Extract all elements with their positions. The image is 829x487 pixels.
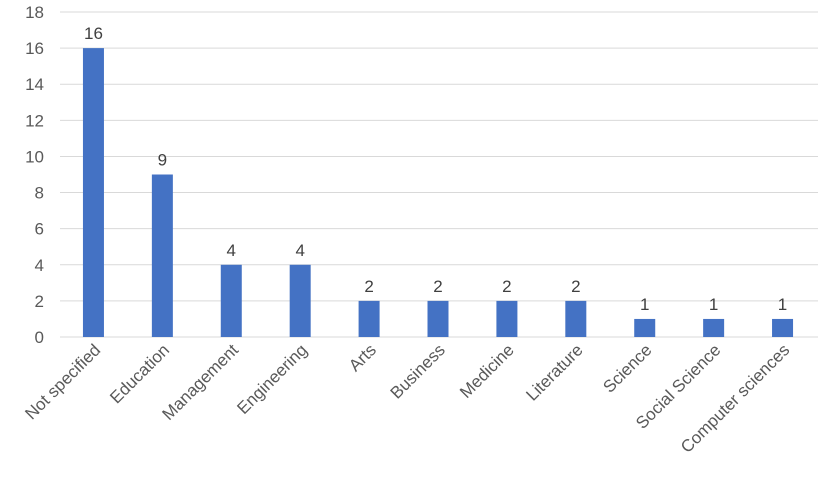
x-tick-label: Engineering <box>233 340 311 418</box>
data-label: 4 <box>227 241 236 260</box>
bar <box>220 264 242 337</box>
x-tick-label: Science <box>599 340 655 396</box>
y-tick-label: 4 <box>35 256 44 275</box>
x-tick-label: Literature <box>522 340 586 404</box>
y-tick-label: 0 <box>35 328 44 347</box>
data-label: 2 <box>364 277 373 296</box>
bar <box>358 300 380 337</box>
y-axis-ticks: 0 2 4 6 8 10 12 14 16 18 <box>25 3 44 347</box>
x-tick-label: Not specified <box>21 340 104 423</box>
data-label: 1 <box>709 295 718 314</box>
y-tick-label: 10 <box>25 147 44 166</box>
y-tick-label: 8 <box>35 184 44 203</box>
y-tick-label: 2 <box>35 292 44 311</box>
data-label: 2 <box>502 277 511 296</box>
y-tick-label: 18 <box>25 3 44 22</box>
data-label: 2 <box>433 277 442 296</box>
y-tick-label: 16 <box>25 39 44 58</box>
bar <box>289 264 311 337</box>
bar <box>565 300 587 337</box>
bar <box>634 318 656 337</box>
y-tick-label: 6 <box>35 220 44 239</box>
data-label: 1 <box>640 295 649 314</box>
bar <box>772 318 794 337</box>
data-label: 2 <box>571 277 580 296</box>
x-tick-label: Medicine <box>456 340 518 402</box>
bar <box>703 318 725 337</box>
x-tick-label: Business <box>387 340 449 402</box>
bar <box>427 300 449 337</box>
x-tick-label: Arts <box>345 340 380 375</box>
gridlines <box>60 11 818 338</box>
data-label: 9 <box>158 151 167 170</box>
x-tick-label: Education <box>106 340 173 407</box>
data-label: 1 <box>778 295 787 314</box>
y-tick-label: 14 <box>25 75 44 94</box>
x-axis-labels: Not specified EducationManagementEngineer… <box>21 340 793 457</box>
data-labels: 16 9 4 4 2 2 2 2 1 1 1 <box>84 24 787 314</box>
bar <box>82 48 104 337</box>
y-tick-label: 12 <box>25 111 44 130</box>
bars <box>82 48 794 337</box>
bar <box>496 300 518 337</box>
bar <box>151 174 173 337</box>
data-label: 16 <box>84 24 103 43</box>
data-label: 4 <box>295 241 304 260</box>
